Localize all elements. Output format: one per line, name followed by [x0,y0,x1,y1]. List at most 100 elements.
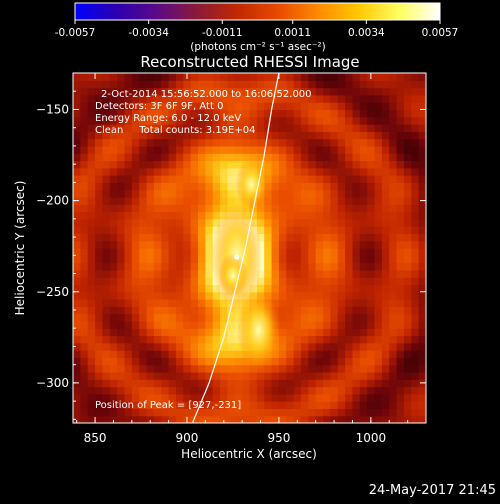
heatmap-cell [95,415,104,423]
heatmap-cell [227,138,236,147]
heatmap-cell [117,408,126,417]
footer-timestamp: 24-May-2017 21:45 [369,483,496,498]
heatmap-cell [153,386,162,395]
heatmap-cell [198,138,206,147]
heatmap-cell [278,102,287,111]
heatmap-cell [198,401,206,410]
heatmap-cell [205,269,214,278]
heatmap-cell [367,138,376,147]
heatmap-cell [418,160,426,169]
heatmap-cell [124,153,133,162]
heatmap-cell [190,401,199,410]
heatmap-cell [80,94,89,103]
heatmap-cell [153,116,162,125]
heatmap-cell [308,94,317,103]
heatmap-cell [109,277,118,286]
heatmap-cell [359,109,368,118]
heatmap-cell [323,175,331,183]
heatmap-cell [278,342,287,351]
heatmap-cell [87,393,96,402]
heatmap-cell [403,138,412,147]
heatmap-cell [175,138,184,147]
heatmap-cell [381,401,390,410]
heatmap-cell [381,364,390,373]
heatmap-cell [234,87,243,96]
heatmap-cell [381,386,390,395]
heatmap-cell [183,306,192,315]
heatmap-cell [95,211,104,220]
heatmap-cell [220,342,229,351]
heatmap-cell [367,87,376,96]
heatmap-cell [367,175,376,183]
heatmap-cell [220,408,229,417]
heatmap-cell [359,138,368,147]
heatmap-cell [234,109,243,118]
heatmap-cell [146,226,155,235]
x-tick-label: 900 [176,431,199,445]
heatmap-cell [109,218,118,227]
heatmap-cell [220,320,229,329]
heatmap-cell [220,109,229,118]
heatmap-cell [352,357,361,366]
heatmap-cell [212,379,221,388]
heatmap-cell [117,415,126,423]
heatmap-cell [293,73,302,81]
heatmap-cell [73,284,81,293]
heatmap-cell [234,94,243,103]
heatmap-cell [227,379,236,388]
heatmap-cell [183,328,192,337]
heatmap-cell [256,211,265,220]
heatmap-cell [315,145,324,154]
heatmap-cell [403,313,412,322]
heatmap-cell [300,153,309,162]
heatmap-cell [286,196,295,205]
heatmap-cell [168,211,177,220]
heatmap-cell [359,393,368,402]
heatmap-cell [396,80,405,89]
heatmap-cell [352,371,361,380]
heatmap-cell [381,240,390,249]
heatmap-cell [168,80,177,89]
heatmap-cell [293,328,302,337]
heatmap-cell [117,182,126,191]
heatmap-cell [323,160,331,169]
heatmap-cell [168,277,177,286]
heatmap-cell [175,160,184,169]
heatmap-cell [242,124,251,132]
heatmap-cell [308,138,317,147]
heatmap-cell [190,277,199,286]
heatmap-cell [249,138,258,147]
heatmap-cell [315,248,324,256]
heatmap-cell [374,335,383,344]
heatmap-cell [330,211,339,220]
heatmap-cell [183,350,192,358]
heatmap-cell [124,138,133,147]
heatmap-cell [117,175,126,183]
heatmap-cell [286,138,295,147]
heatmap-cell [190,269,199,278]
heatmap-cell [330,204,339,213]
heatmap-cell [212,313,221,322]
heatmap-cell [411,109,420,118]
heatmap-cell [183,240,192,249]
heatmap-cell [161,211,170,220]
heatmap-cell [411,313,420,322]
heatmap-cell [381,80,390,89]
heatmap-cell [330,262,339,271]
heatmap-cell [278,124,287,132]
heatmap-cell [117,306,126,315]
heatmap-cell [352,80,361,89]
heatmap-cell [175,306,184,315]
heatmap-cell [109,196,118,205]
heatmap-cell [73,320,81,329]
heatmap-cell [256,284,265,293]
heatmap-cell [102,80,111,89]
heatmap-cell [242,379,251,388]
heatmap-cell [411,320,420,329]
heatmap-cell [278,415,287,423]
heatmap-cell [411,306,420,315]
heatmap-cell [359,379,368,388]
heatmap-cell [345,204,354,213]
heatmap-cell [411,371,420,380]
heatmap-cell [345,167,354,176]
